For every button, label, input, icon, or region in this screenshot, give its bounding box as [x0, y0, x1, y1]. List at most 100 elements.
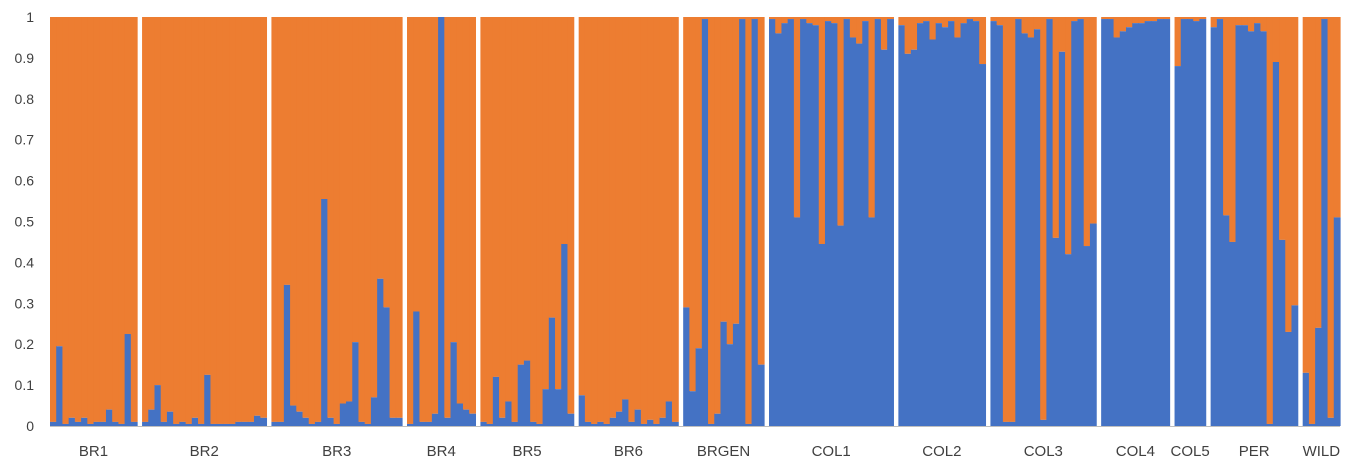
- y-tick-label: 0.8: [15, 91, 35, 107]
- bar-lower-segment: [849, 37, 857, 426]
- bar-upper-segment: [1144, 17, 1152, 22]
- bar-lower-segment: [917, 23, 924, 426]
- bar-upper-segment: [800, 17, 807, 20]
- bar-lower-segment: [314, 421, 322, 426]
- bar-upper-segment: [793, 17, 801, 218]
- bar-upper-segment: [910, 17, 918, 50]
- bar-upper-segment: [241, 17, 249, 422]
- bar-lower-segment: [523, 360, 531, 426]
- bar-upper-segment: [179, 17, 187, 422]
- bar-lower-segment: [204, 374, 212, 426]
- bar-lower-segment: [431, 413, 439, 426]
- bar-upper-segment: [1216, 17, 1224, 20]
- bar-upper-segment: [701, 17, 709, 20]
- bar-upper-segment: [352, 17, 360, 343]
- bar-upper-segment: [887, 17, 894, 20]
- bar-lower-segment: [1157, 19, 1164, 426]
- bar-upper-segment: [1285, 17, 1293, 332]
- bar-upper-segment: [419, 17, 427, 422]
- bar-upper-segment: [93, 17, 101, 422]
- bar-upper-segment: [1021, 17, 1029, 34]
- bar-lower-segment: [1150, 21, 1158, 427]
- bar-upper-segment: [425, 17, 433, 422]
- group-wild: [1302, 17, 1341, 426]
- bar-lower-segment: [775, 33, 783, 427]
- bar-upper-segment: [548, 17, 556, 318]
- bar-upper-segment: [769, 17, 776, 20]
- x-group-label: COL1: [812, 443, 851, 460]
- bar-upper-segment: [954, 17, 962, 38]
- x-group-label: BR5: [512, 443, 541, 460]
- bar-upper-segment: [1107, 17, 1115, 20]
- bar-upper-segment: [555, 17, 562, 390]
- bar-upper-segment: [615, 17, 623, 412]
- bar-upper-segment: [142, 17, 149, 422]
- bar-lower-segment: [603, 423, 611, 426]
- bar-upper-segment: [1260, 17, 1268, 32]
- bar-lower-segment: [99, 421, 107, 426]
- bar-lower-segment: [1071, 21, 1079, 427]
- bar-upper-segment: [308, 17, 316, 424]
- group-br6: [578, 17, 679, 426]
- bar-lower-segment: [450, 342, 458, 426]
- bar-lower-segment: [124, 333, 132, 426]
- bar-lower-segment: [628, 421, 636, 426]
- bar-lower-segment: [868, 217, 876, 426]
- bar-upper-segment: [979, 17, 987, 65]
- bar-lower-segment: [665, 401, 673, 426]
- bar-upper-segment: [1247, 17, 1255, 32]
- x-group-label: COL3: [1024, 443, 1063, 460]
- group-col3: [990, 17, 1097, 427]
- bar-upper-segment: [407, 17, 414, 424]
- bar-lower-segment: [499, 417, 506, 426]
- bar-lower-segment: [1083, 246, 1091, 426]
- bar-upper-segment: [1308, 17, 1316, 424]
- bar-upper-segment: [1254, 17, 1261, 24]
- bar-lower-segment: [787, 19, 795, 426]
- bar-lower-segment: [283, 284, 291, 426]
- bar-lower-segment: [726, 344, 734, 426]
- bar-upper-segment: [74, 17, 82, 422]
- bar-lower-segment: [923, 21, 931, 427]
- bar-lower-segment: [1308, 423, 1316, 426]
- bar-lower-segment: [290, 405, 297, 426]
- bar-upper-segment: [530, 17, 537, 422]
- bar-upper-segment: [659, 17, 667, 418]
- bar-upper-segment: [105, 17, 113, 410]
- bar-lower-segment: [118, 423, 126, 426]
- bar-lower-segment: [1272, 61, 1280, 427]
- group-br5: [480, 17, 575, 426]
- bar-lower-segment: [352, 342, 360, 426]
- group-col1: [769, 17, 894, 427]
- bar-upper-segment: [333, 17, 341, 424]
- bar-lower-segment: [1163, 19, 1171, 426]
- group-br2: [142, 17, 268, 426]
- bar-upper-segment: [775, 17, 783, 34]
- bar-lower-segment: [1052, 237, 1060, 426]
- bar-lower-segment: [856, 43, 863, 427]
- bar-upper-segment: [56, 17, 64, 347]
- bar-upper-segment: [689, 17, 697, 392]
- bar-lower-segment: [210, 423, 218, 426]
- bar-lower-segment: [413, 311, 421, 426]
- group-br3: [271, 17, 403, 426]
- bar-lower-segment: [271, 421, 279, 426]
- bar-lower-segment: [929, 39, 937, 427]
- bar-lower-segment: [769, 19, 776, 426]
- bar-lower-segment: [609, 417, 617, 426]
- bar-upper-segment: [1126, 17, 1133, 28]
- bar-lower-segment: [370, 397, 378, 426]
- bar-lower-segment: [1113, 37, 1121, 426]
- bar-upper-segment: [818, 17, 826, 244]
- bar-lower-segment: [358, 421, 366, 426]
- bar-lower-segment: [837, 225, 845, 426]
- bar-lower-segment: [714, 413, 722, 426]
- bar-lower-segment: [1216, 19, 1224, 426]
- bar-lower-segment: [966, 19, 974, 426]
- bar-lower-segment: [419, 421, 427, 426]
- bar-upper-segment: [1027, 17, 1035, 38]
- bar-lower-segment: [68, 417, 76, 426]
- bar-upper-segment: [781, 17, 789, 24]
- bar-upper-segment: [567, 17, 575, 414]
- bar-upper-segment: [584, 17, 592, 422]
